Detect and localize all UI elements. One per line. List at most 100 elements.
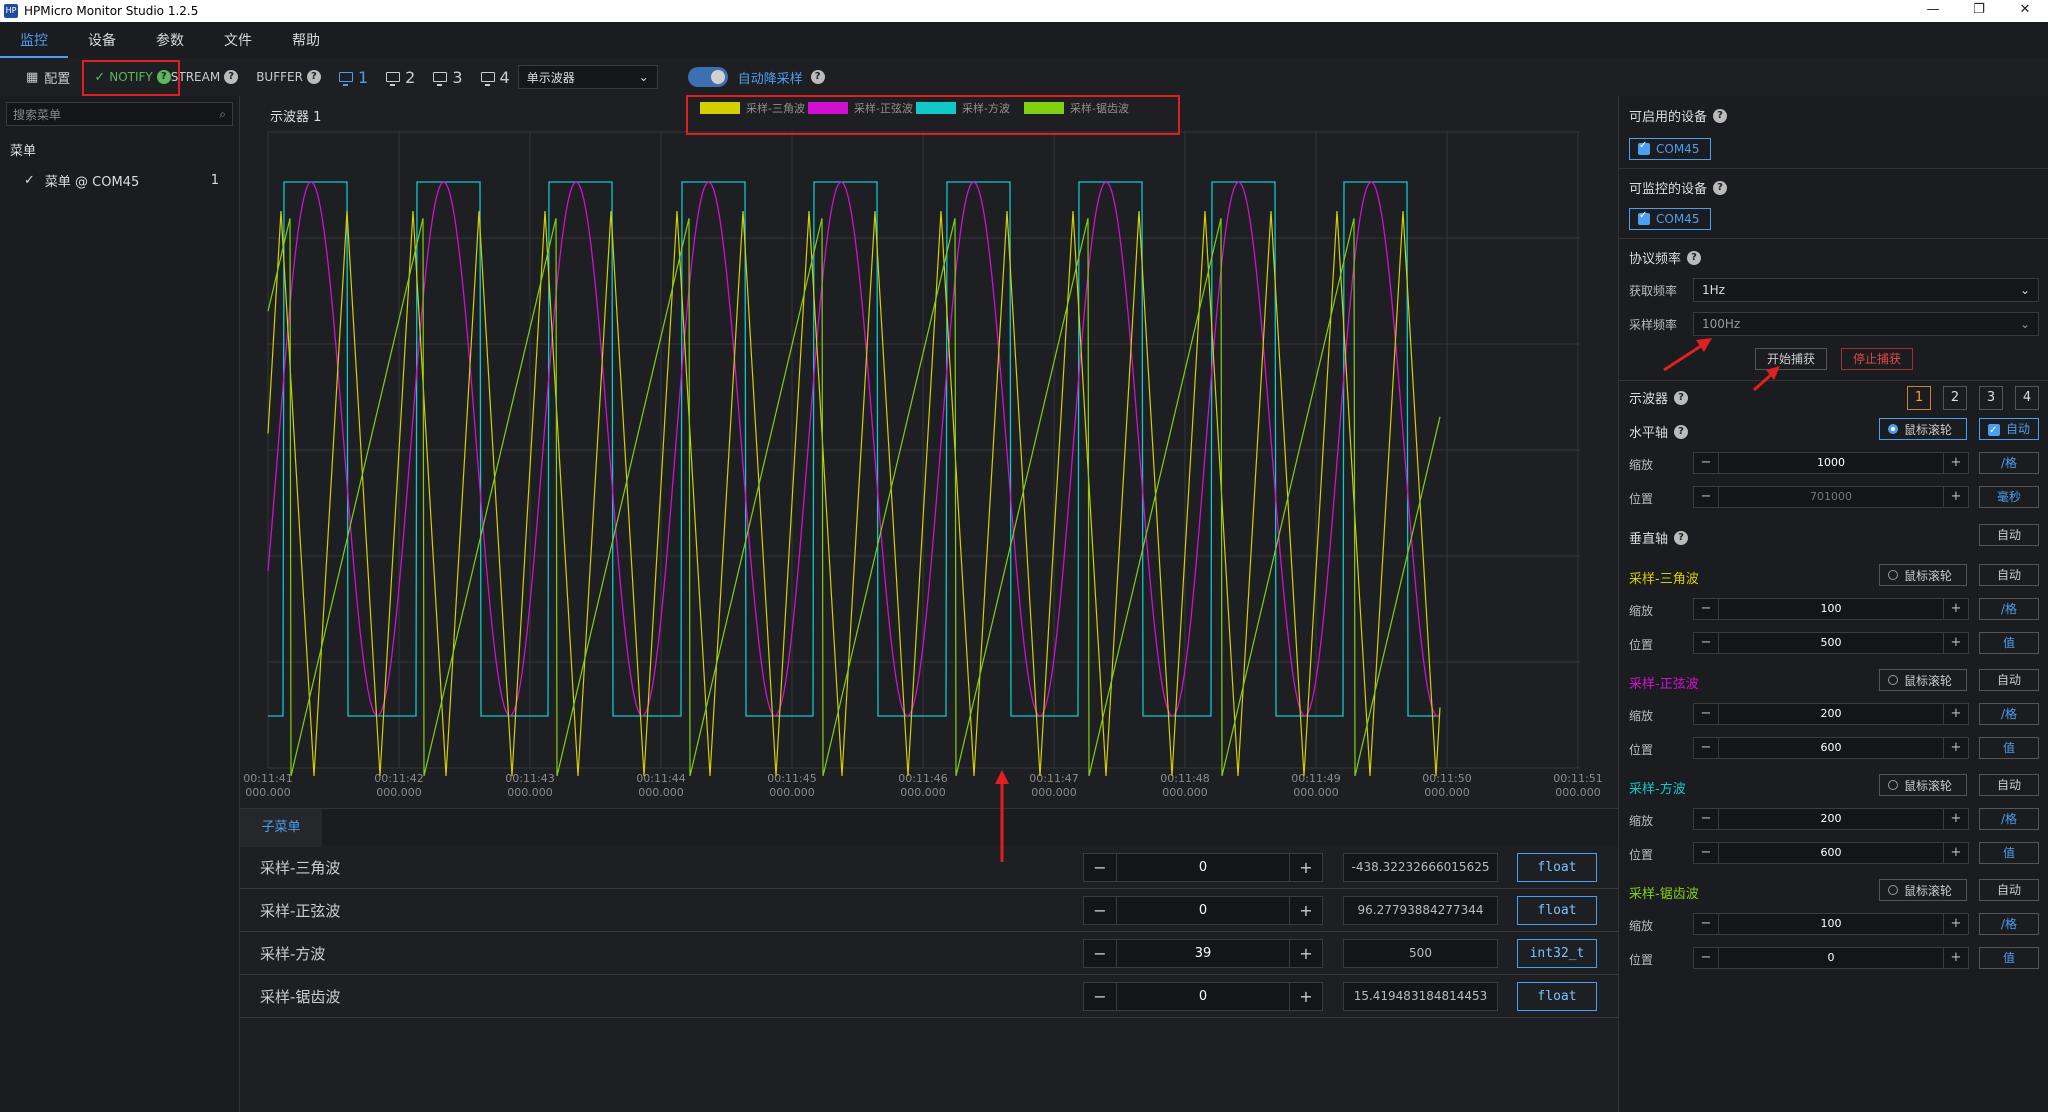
scope-1-button[interactable]: 1 (1907, 386, 1931, 410)
help-icon[interactable]: ? (810, 70, 825, 84)
channel-pos-unit-button[interactable]: 值 (1979, 947, 2039, 969)
h-pos-unit-button[interactable]: 毫秒 (1979, 486, 2039, 508)
minus-button[interactable]: − (1700, 706, 1712, 721)
menu-monitor[interactable]: 监控 (0, 22, 68, 58)
h-zoom-value[interactable]: 1000 (1718, 453, 1944, 473)
channel-pos-value[interactable]: 500 (1718, 633, 1944, 653)
minus-button[interactable]: − (1093, 987, 1107, 1006)
menu-help[interactable]: 帮助 (292, 33, 320, 49)
plus-button[interactable]: + (1950, 489, 1962, 504)
plus-button[interactable]: + (1299, 987, 1313, 1006)
channel-zoom-value[interactable]: 100 (1718, 914, 1944, 934)
channel-zoom-stepper[interactable]: − 100 + (1693, 598, 1969, 620)
stepper-value[interactable]: 39 (1116, 940, 1290, 967)
help-icon[interactable]: ? (1674, 530, 1689, 545)
type-button[interactable]: float (1517, 896, 1597, 925)
search-input[interactable]: 搜索菜单 ⌕ (6, 102, 233, 126)
h-pos-value[interactable]: 701000 (1718, 487, 1944, 507)
help-icon[interactable]: ? (156, 70, 171, 84)
help-icon[interactable]: ? (1674, 390, 1689, 405)
plus-button[interactable]: + (1950, 811, 1962, 826)
channel-mouse-wheel-radio[interactable]: 鼠标滚轮 (1879, 564, 1967, 586)
minus-button[interactable]: − (1700, 845, 1712, 860)
minus-button[interactable]: − (1700, 740, 1712, 755)
h-mouse-wheel-radio[interactable]: 鼠标滚轮 (1879, 418, 1967, 440)
minus-button[interactable]: − (1700, 601, 1712, 616)
value-stepper[interactable]: − 0 + (1083, 896, 1323, 925)
channel-pos-value[interactable]: 600 (1718, 738, 1944, 758)
scope-mode-select[interactable]: 单示波器 ⌄ (517, 65, 658, 89)
plus-button[interactable]: + (1950, 706, 1962, 721)
channel-pos-unit-button[interactable]: 值 (1979, 842, 2039, 864)
channel-zoom-value[interactable]: 200 (1718, 809, 1944, 829)
channel-auto-button[interactable]: 自动 (1979, 669, 2039, 691)
minus-button[interactable]: − (1093, 901, 1107, 920)
monitor-device-checkbox[interactable]: COM45 (1629, 208, 1711, 230)
stepper-value[interactable]: 0 (1116, 854, 1290, 881)
screen-1-button[interactable]: 1 (338, 58, 368, 96)
channel-auto-button[interactable]: 自动 (1979, 564, 2039, 586)
screen-3-button[interactable]: 3 (433, 58, 463, 96)
plus-button[interactable]: + (1299, 858, 1313, 877)
close-button[interactable]: ✕ (2019, 2, 2031, 17)
minus-button[interactable]: − (1700, 950, 1712, 965)
h-zoom-unit-button[interactable]: /格 (1979, 452, 2039, 474)
plus-button[interactable]: + (1950, 916, 1962, 931)
minus-button[interactable]: − (1700, 489, 1712, 504)
plus-button[interactable]: + (1950, 455, 1962, 470)
channel-pos-stepper[interactable]: − 0 + (1693, 947, 1969, 969)
channel-pos-stepper[interactable]: − 500 + (1693, 632, 1969, 654)
type-button[interactable]: float (1517, 982, 1597, 1011)
help-icon[interactable]: ? (1674, 424, 1689, 439)
channel-mouse-wheel-radio[interactable]: 鼠标滚轮 (1879, 669, 1967, 691)
channel-zoom-stepper[interactable]: − 200 + (1693, 808, 1969, 830)
minimize-button[interactable]: — (1926, 2, 1940, 17)
channel-zoom-unit-button[interactable]: /格 (1979, 913, 2039, 935)
channel-zoom-stepper[interactable]: − 200 + (1693, 703, 1969, 725)
scope-3-button[interactable]: 3 (1979, 386, 2003, 410)
value-stepper[interactable]: − 0 + (1083, 853, 1323, 882)
oscilloscope-plot[interactable]: 00:11:41000.00000:11:42000.00000:11:4300… (240, 96, 1618, 808)
screen-2-button[interactable]: 2 (386, 58, 415, 96)
menu-device[interactable]: 设备 (88, 33, 116, 49)
minus-button[interactable]: − (1093, 858, 1107, 877)
minus-button[interactable]: − (1700, 635, 1712, 650)
stop-capture-button[interactable]: 停止捕获 (1841, 348, 1913, 370)
plus-button[interactable]: + (1950, 845, 1962, 860)
menu-file[interactable]: 文件 (224, 33, 252, 49)
tab-submenu[interactable]: 子菜单 (240, 809, 322, 847)
restore-button[interactable]: ❐ (1973, 2, 1985, 17)
value-stepper[interactable]: − 0 + (1083, 982, 1323, 1011)
channel-pos-unit-button[interactable]: 值 (1979, 632, 2039, 654)
plus-button[interactable]: + (1950, 635, 1962, 650)
value-stepper[interactable]: − 39 + (1083, 939, 1323, 968)
channel-zoom-value[interactable]: 200 (1718, 704, 1944, 724)
available-device-checkbox[interactable]: COM45 (1629, 138, 1711, 160)
fetch-freq-select[interactable]: 1Hz ⌄ (1693, 278, 2039, 302)
auto-downsample-toggle[interactable] (687, 67, 728, 87)
start-capture-button[interactable]: 开始捕获 (1755, 348, 1827, 370)
tree-item-menu-com45[interactable]: ✓ 菜单 @ COM45 1 (0, 167, 239, 194)
plus-button[interactable]: + (1299, 901, 1313, 920)
channel-auto-button[interactable]: 自动 (1979, 879, 2039, 901)
stepper-value[interactable]: 0 (1116, 983, 1290, 1010)
stepper-value[interactable]: 0 (1116, 897, 1290, 924)
screen-4-button[interactable]: 4 (480, 58, 510, 96)
sample-freq-select[interactable]: 100Hz ⌄ (1693, 312, 2039, 336)
h-auto-checkbox[interactable]: 自动 (1979, 418, 2039, 441)
channel-zoom-stepper[interactable]: − 100 + (1693, 913, 1969, 935)
minus-button[interactable]: − (1700, 811, 1712, 826)
minus-button[interactable]: − (1700, 916, 1712, 931)
h-pos-stepper[interactable]: − 701000 + (1693, 486, 1969, 508)
scope-4-button[interactable]: 4 (2015, 386, 2039, 410)
channel-zoom-value[interactable]: 100 (1718, 599, 1944, 619)
scope-2-button[interactable]: 2 (1943, 386, 1967, 410)
help-icon[interactable]: ? (1713, 108, 1728, 123)
buffer-toggle[interactable]: BUFFER ? (256, 58, 321, 96)
channel-mouse-wheel-radio[interactable]: 鼠标滚轮 (1879, 774, 1967, 796)
config-button[interactable]: ▦ 配置 (26, 58, 70, 96)
channel-pos-unit-button[interactable]: 值 (1979, 737, 2039, 759)
plus-button[interactable]: + (1950, 601, 1962, 616)
type-button[interactable]: int32_t (1517, 939, 1597, 968)
channel-auto-button[interactable]: 自动 (1979, 774, 2039, 796)
